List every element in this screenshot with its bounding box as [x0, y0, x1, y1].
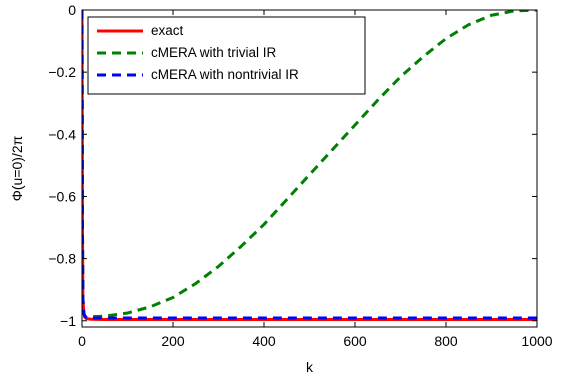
x-tick-label: 0 — [78, 333, 86, 349]
legend-label-2: cMERA with trivial IR — [151, 45, 277, 60]
x-tick-label: 1000 — [521, 333, 552, 349]
legend-label-1: exact — [151, 23, 184, 38]
y-tick-label: −1 — [60, 313, 76, 329]
x-tick-label: 400 — [252, 333, 276, 349]
legend-label-3: cMERA with nontrivial IR — [151, 67, 299, 82]
legend: exact cMERA with trivial IR cMERA with non… — [87, 16, 366, 95]
x-axis-label: k — [306, 359, 314, 375]
y-tick-label: −0.8 — [48, 251, 76, 267]
y-axis-label: Φ(u=0)/2π — [9, 135, 25, 201]
series-line-3 — [82, 10, 537, 320]
y-tick-label: 0 — [68, 2, 76, 18]
y-tick-label: −0.2 — [48, 64, 76, 80]
y-tick-label: −0.4 — [48, 126, 76, 142]
y-tick-label: −0.6 — [48, 188, 76, 204]
plot-frame — [81, 9, 538, 328]
x-tick-label: 800 — [434, 333, 458, 349]
x-tick-label: 200 — [161, 333, 185, 349]
x-tick-label: 600 — [343, 333, 367, 349]
